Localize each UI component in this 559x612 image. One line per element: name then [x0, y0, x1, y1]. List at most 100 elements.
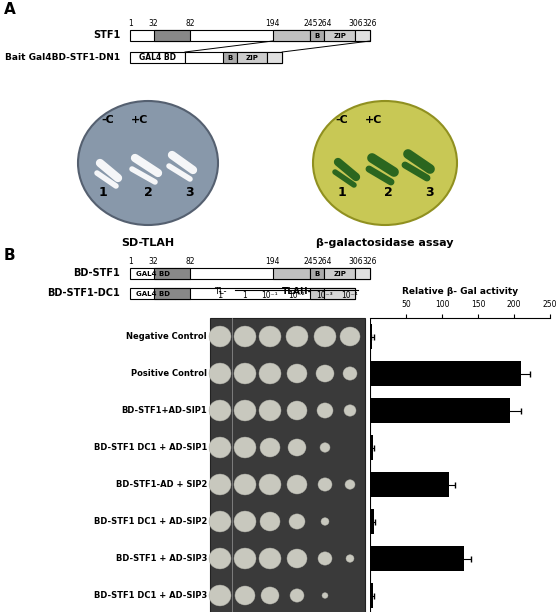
Text: GAL4 BD: GAL4 BD	[139, 53, 176, 62]
Ellipse shape	[209, 326, 231, 347]
Text: BD-STF1 + AD-SIP3: BD-STF1 + AD-SIP3	[116, 554, 207, 563]
Ellipse shape	[260, 512, 280, 531]
Text: BD-STF1: BD-STF1	[73, 269, 120, 278]
Text: BD-STF1 DC1 + AD-SIP3: BD-STF1 DC1 + AD-SIP3	[94, 591, 207, 600]
Text: A: A	[4, 2, 16, 18]
Text: 10⁻⁴: 10⁻⁴	[342, 291, 358, 300]
Text: B: B	[315, 32, 320, 39]
Bar	[154, 288, 191, 299]
Text: BD-STF1 DC1 + AD-SIP1: BD-STF1 DC1 + AD-SIP1	[93, 443, 207, 452]
Ellipse shape	[287, 549, 307, 568]
Ellipse shape	[288, 439, 306, 456]
Bar	[324, 30, 356, 41]
Text: 32: 32	[149, 19, 158, 28]
Text: -C: -C	[102, 115, 115, 125]
Bar	[185, 52, 282, 63]
Text: ZIP: ZIP	[333, 32, 346, 39]
Bar	[370, 324, 372, 348]
Ellipse shape	[287, 475, 307, 494]
Ellipse shape	[209, 400, 231, 421]
Text: B: B	[227, 54, 232, 61]
Text: 245: 245	[303, 257, 318, 266]
Text: Positive Control: Positive Control	[131, 369, 207, 378]
Text: 326: 326	[363, 19, 377, 28]
Text: 1: 1	[338, 185, 347, 198]
Ellipse shape	[314, 326, 336, 347]
Bar	[310, 288, 324, 299]
Ellipse shape	[260, 438, 280, 457]
Ellipse shape	[344, 405, 356, 416]
Text: Bait Gal4BD-STF1-DN1: Bait Gal4BD-STF1-DN1	[5, 53, 120, 62]
Ellipse shape	[234, 400, 256, 421]
Text: SD-TLAH: SD-TLAH	[121, 238, 174, 248]
Text: 1: 1	[217, 291, 222, 300]
Ellipse shape	[320, 442, 330, 452]
Text: β-galactosidase assay: β-galactosidase assay	[316, 238, 454, 248]
Text: 82: 82	[186, 257, 195, 266]
Bar	[370, 362, 521, 386]
Ellipse shape	[322, 592, 328, 599]
Text: 1: 1	[243, 291, 248, 300]
Text: BD-STF1 DC1 + AD-SIP2: BD-STF1 DC1 + AD-SIP2	[93, 517, 207, 526]
Text: TLAH-: TLAH-	[282, 287, 312, 296]
Bar	[130, 30, 370, 41]
Bar	[222, 52, 236, 63]
Text: 3: 3	[426, 185, 434, 198]
Text: 10⁻³: 10⁻³	[316, 291, 333, 300]
Text: 306: 306	[348, 257, 363, 266]
Ellipse shape	[290, 589, 304, 602]
Bar	[210, 318, 365, 612]
Text: B: B	[4, 247, 16, 263]
Ellipse shape	[287, 364, 307, 383]
Ellipse shape	[234, 548, 256, 569]
Ellipse shape	[261, 587, 279, 604]
Text: 1: 1	[129, 19, 133, 28]
Text: 245: 245	[303, 19, 318, 28]
Text: B: B	[315, 271, 320, 277]
Text: 1: 1	[98, 185, 107, 198]
Text: 194: 194	[266, 19, 280, 28]
Bar	[324, 288, 356, 299]
Ellipse shape	[286, 326, 308, 347]
Bar	[370, 509, 373, 534]
Text: 32: 32	[149, 257, 158, 266]
Text: 82: 82	[186, 19, 195, 28]
Bar	[154, 268, 191, 279]
Text: 264: 264	[317, 257, 331, 266]
Text: +C: +C	[366, 115, 383, 125]
Bar	[267, 52, 282, 63]
Text: BD-STF1-DC1: BD-STF1-DC1	[48, 288, 120, 299]
Ellipse shape	[234, 437, 256, 458]
Bar	[370, 547, 463, 570]
Ellipse shape	[345, 480, 355, 489]
Ellipse shape	[209, 437, 231, 458]
Bar	[324, 268, 356, 279]
Ellipse shape	[287, 401, 307, 420]
Ellipse shape	[259, 548, 281, 569]
Bar	[130, 268, 175, 279]
Text: ZIP: ZIP	[245, 54, 258, 61]
Text: 10⁻¹: 10⁻¹	[262, 291, 278, 300]
Bar	[130, 52, 185, 63]
Text: 306: 306	[348, 19, 363, 28]
Text: Negative Control: Negative Control	[126, 332, 207, 341]
Ellipse shape	[343, 367, 357, 380]
Ellipse shape	[340, 327, 360, 346]
Bar	[370, 583, 373, 608]
Ellipse shape	[318, 552, 332, 565]
Ellipse shape	[318, 478, 332, 491]
Bar	[356, 268, 370, 279]
Ellipse shape	[209, 511, 231, 532]
Bar	[236, 52, 267, 63]
Text: +C: +C	[131, 115, 149, 125]
Ellipse shape	[346, 554, 354, 562]
Ellipse shape	[259, 400, 281, 421]
Ellipse shape	[209, 585, 231, 606]
Ellipse shape	[259, 326, 281, 347]
Bar	[175, 268, 370, 279]
Text: BD-STF1+AD-SIP1: BD-STF1+AD-SIP1	[121, 406, 207, 415]
Text: GAL4 BD: GAL4 BD	[135, 291, 169, 296]
Ellipse shape	[313, 101, 457, 225]
Bar	[130, 288, 175, 299]
Ellipse shape	[259, 363, 281, 384]
